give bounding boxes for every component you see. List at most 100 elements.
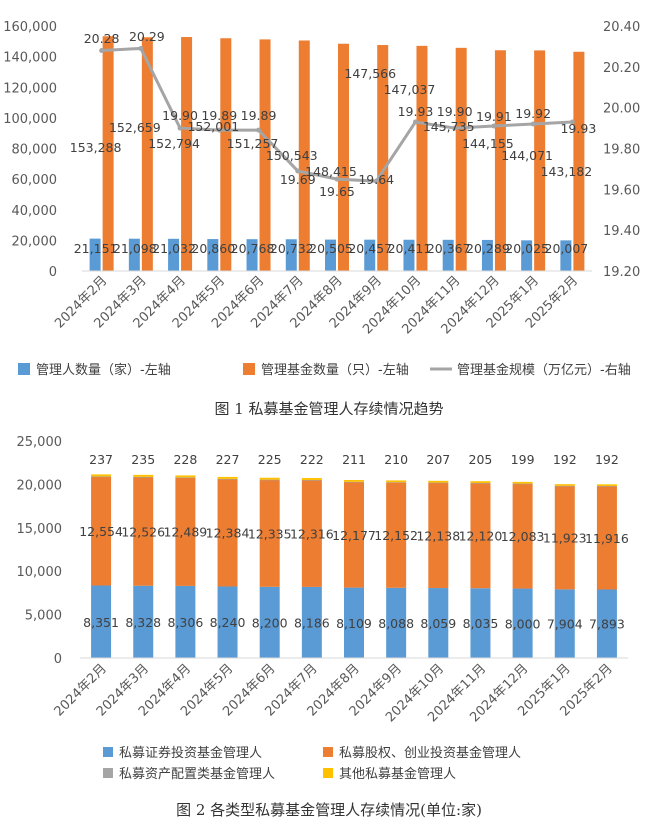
chart-1: 0 20,000 40,000 60,000 80,000 100,000 120,000 1… xyxy=(3,20,640,415)
y-left-tick-label: 120,000 xyxy=(3,81,57,96)
bar-funds xyxy=(416,45,428,271)
data-label-equity: 12,152 xyxy=(374,528,418,543)
data-label-securities: 8,059 xyxy=(420,616,456,631)
stacked-bar-segment-3 xyxy=(386,482,407,483)
stacked-bar-segment-2 xyxy=(133,476,154,586)
legend-swatch-4 xyxy=(323,768,333,778)
legend-swatch-managers xyxy=(18,363,30,375)
stacked-bar-segment-3 xyxy=(259,479,280,481)
data-label-equity: 12,526 xyxy=(121,524,165,539)
legend-label-3: 私募资产配置类基金管理人 xyxy=(119,766,275,782)
data-label-funds: 153,288 xyxy=(70,140,122,155)
bar-funds xyxy=(141,37,153,271)
chart-2: 0 5,000 10,000 15,000 20,000 25,000 8,351 12,55… xyxy=(17,435,629,819)
stacked-bar-segment-1 xyxy=(554,589,575,658)
stacked-bar-segment-3 xyxy=(470,482,491,484)
stacked-bar-segment-4 xyxy=(217,476,238,479)
y-left-tick-label: 140,000 xyxy=(3,51,57,66)
line-point xyxy=(530,121,536,127)
line-point xyxy=(138,45,144,51)
data-label-equity: 11,916 xyxy=(585,531,629,546)
stacked-bar-segment-2 xyxy=(596,486,617,590)
data-label-other: 228 xyxy=(173,452,197,467)
y-left-tick-label: 0 xyxy=(49,265,57,280)
y-right-tick-label: 19.20 xyxy=(603,265,640,280)
legend-label-1: 私募证券投资基金管理人 xyxy=(119,745,262,761)
data-label-managers: 20,289 xyxy=(466,241,510,256)
data-label-managers: 20,768 xyxy=(231,241,275,256)
stacked-bar-segment-4 xyxy=(175,475,196,478)
bar-managers xyxy=(364,239,376,271)
data-label-securities: 8,035 xyxy=(463,616,499,631)
legend-label-funds: 管理基金数量（只）-左轴 xyxy=(261,362,409,378)
data-label-managers: 20,007 xyxy=(545,241,589,256)
bar-funds xyxy=(259,39,271,271)
data-label-funds: 145,735 xyxy=(423,119,475,134)
bar-funds xyxy=(220,38,232,271)
data-label-other: 192 xyxy=(553,452,577,467)
stacked-bar-segment-4 xyxy=(344,480,364,482)
data-label-scale: 20.29 xyxy=(129,29,165,44)
bar-managers xyxy=(521,240,533,271)
legend-label-2: 私募股权、创业投资基金管理人 xyxy=(339,745,521,761)
stacked-bar-segment-1 xyxy=(133,585,154,658)
bar-managers xyxy=(168,238,180,271)
data-label-managers: 20,505 xyxy=(309,241,353,256)
stacked-bar-segment-3 xyxy=(175,477,196,479)
bar-funds xyxy=(494,50,506,271)
stacked-bar-segment-3 xyxy=(344,481,364,483)
data-label-other: 192 xyxy=(595,452,619,467)
bar-funds xyxy=(534,50,546,271)
stacked-bar-segment-1 xyxy=(596,589,617,658)
data-label-securities: 8,306 xyxy=(167,615,203,630)
bar-managers xyxy=(89,238,101,271)
line-point xyxy=(334,176,340,182)
data-label-managers: 20,367 xyxy=(427,241,471,256)
bar-funds xyxy=(181,37,193,272)
bar-funds xyxy=(573,51,585,271)
data-label-other: 225 xyxy=(258,452,282,467)
bar-managers xyxy=(285,239,297,271)
stacked-bar-segment-2 xyxy=(301,480,322,587)
data-label-securities: 7,904 xyxy=(547,617,583,632)
data-label-securities: 8,351 xyxy=(83,615,119,630)
bar-managers xyxy=(207,239,219,271)
stacked-bar-segment-3 xyxy=(217,478,238,480)
data-label-managers: 21,098 xyxy=(113,241,157,256)
data-label-other: 227 xyxy=(216,452,240,467)
y-right-tick-label: 20.20 xyxy=(603,61,640,76)
stacked-bar-segment-2 xyxy=(259,479,280,587)
data-label-funds: 143,182 xyxy=(541,164,593,179)
y-left-tick-label: 160,000 xyxy=(3,20,57,35)
legend-swatch-funds xyxy=(243,363,255,375)
data-label-other: 235 xyxy=(131,452,155,467)
line-point xyxy=(99,48,105,53)
data-label-scale: 19.90 xyxy=(437,104,473,119)
data-label-funds: 150,543 xyxy=(266,148,318,163)
stacked-bar-segment-4 xyxy=(554,484,575,486)
stacked-bar-segment-4 xyxy=(386,480,407,483)
bar-managers xyxy=(128,238,140,271)
bar-funds xyxy=(338,43,349,271)
data-label-securities: 8,109 xyxy=(336,616,372,631)
legend-swatch-3 xyxy=(103,768,113,778)
bar-funds xyxy=(377,45,389,271)
data-label-equity: 12,384 xyxy=(206,526,250,541)
stacked-bar-segment-4 xyxy=(596,484,617,486)
data-label-scale: 19.65 xyxy=(319,184,355,199)
data-label-managers: 20,860 xyxy=(191,241,235,256)
line-point xyxy=(569,119,575,125)
line-point xyxy=(452,125,458,131)
data-label-funds: 147,566 xyxy=(344,66,396,81)
data-label-managers: 20,457 xyxy=(348,241,392,256)
y-tick-label: 15,000 xyxy=(17,522,63,537)
data-label-other: 211 xyxy=(342,452,366,467)
legend-swatch-1 xyxy=(103,747,113,757)
stacked-bar-segment-2 xyxy=(428,482,449,589)
y-right-tick-label: 19.60 xyxy=(603,183,640,198)
data-label-equity: 12,554 xyxy=(79,524,123,539)
data-label-securities: 8,088 xyxy=(378,616,414,631)
data-label-equity: 12,138 xyxy=(416,528,460,543)
stacked-bar-segment-1 xyxy=(428,588,449,658)
y-left-tick-label: 80,000 xyxy=(12,143,58,158)
